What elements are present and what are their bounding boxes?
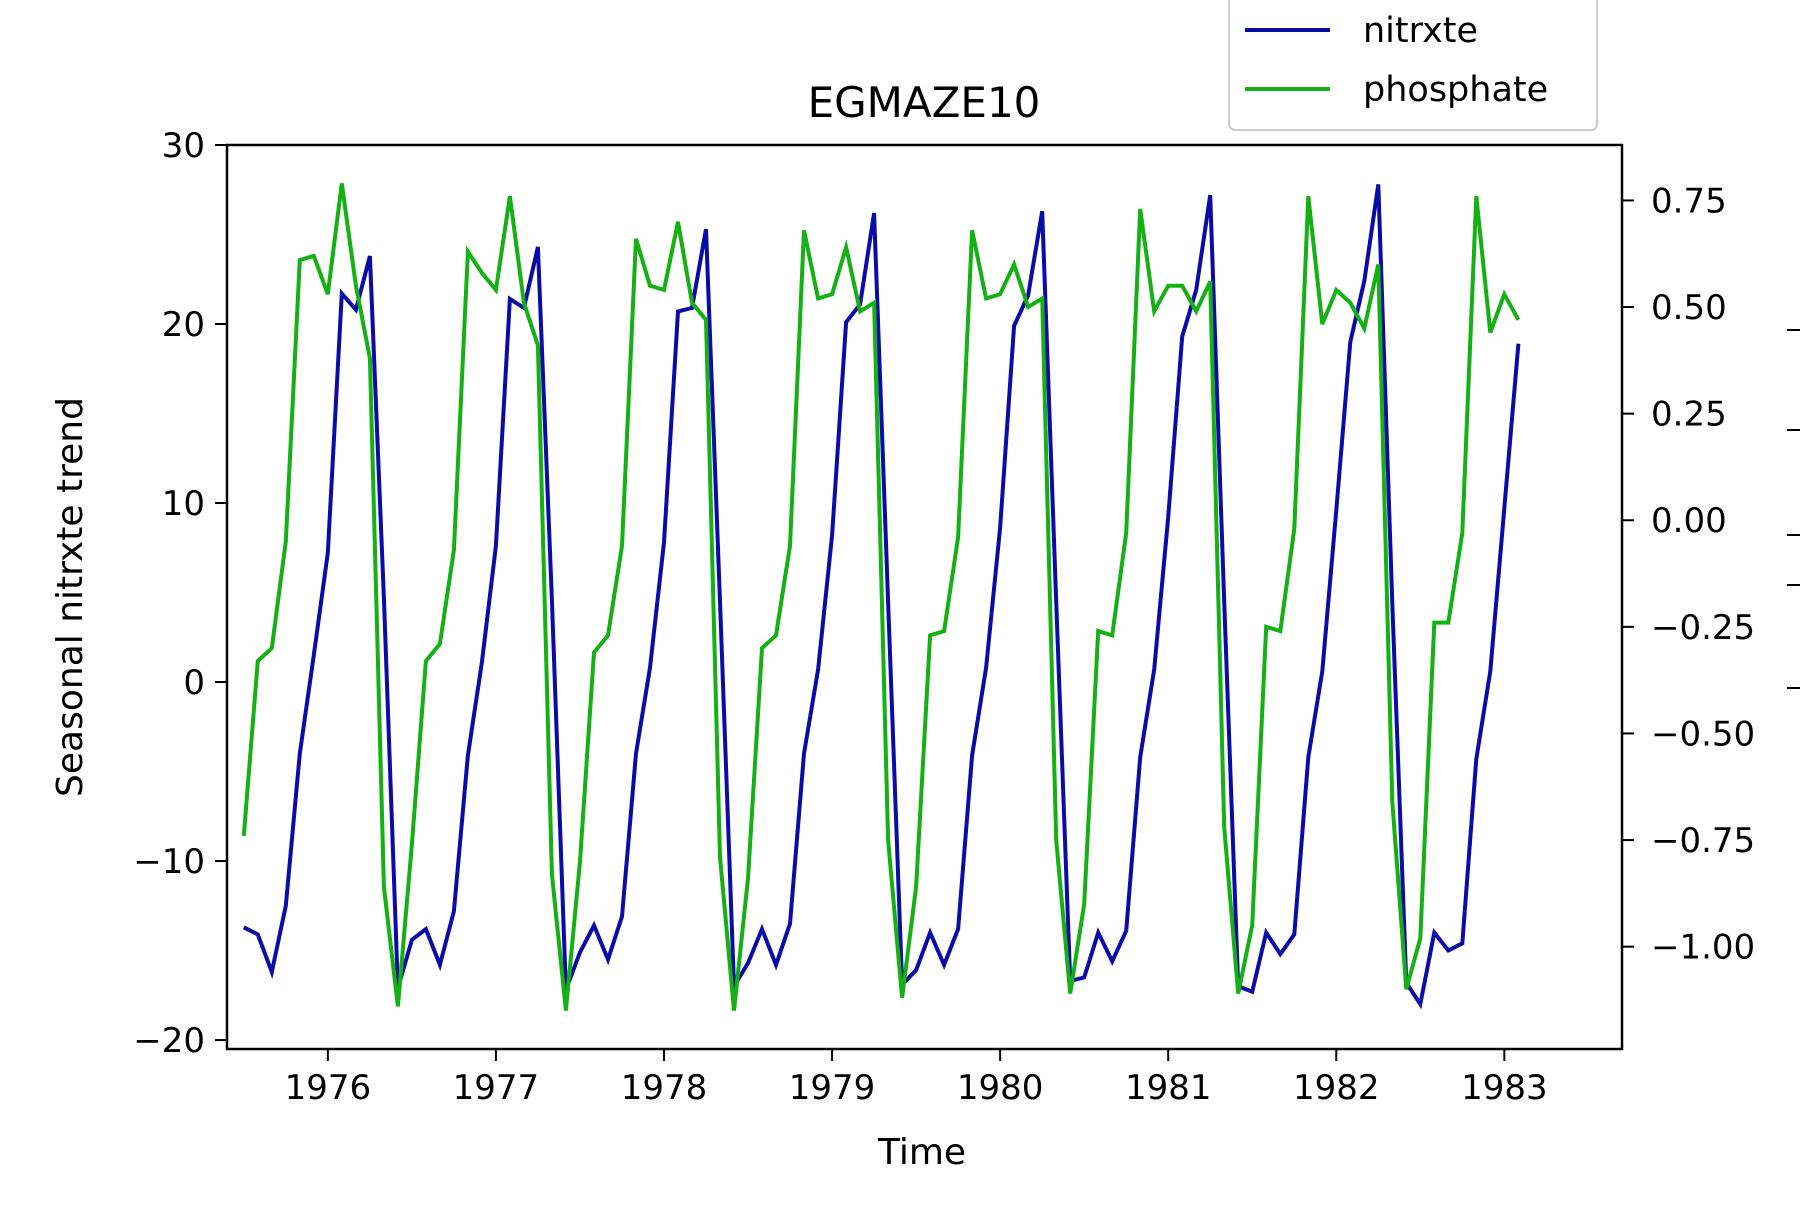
legend-label-nitrxte: nitrxte [1363,11,1478,51]
axes-frame [225,143,1624,1051]
right-tick-label: −0.25 [1651,608,1755,648]
left-axis-ticks: −20 −10 0 10 20 30 [133,126,227,1061]
right-tick-label: 0.75 [1651,181,1727,221]
left-tick-label: 30 [162,126,205,166]
right-tick-label: −0.75 [1651,821,1755,861]
right-tick-label: 0.00 [1651,501,1727,541]
x-tick-label: 1982 [1293,1068,1380,1108]
y-axis-label-left: Seasonal nitrxte trend [50,397,91,797]
x-tick-label: 1979 [789,1068,876,1108]
legend-label-phosphate: phosphate [1363,70,1548,110]
series-line-phosphate [241,183,1521,1011]
legend: nitrxte phosphate [1228,0,1598,131]
offscreen-axis-fragment [1787,329,1800,689]
x-tick-label: 1980 [957,1068,1044,1108]
x-tick-label: 1983 [1461,1068,1548,1108]
series-layer [241,183,1521,1011]
legend-box [1228,0,1598,131]
right-tick-label: 0.25 [1651,395,1727,435]
series-line-nitrxte [242,184,1521,1010]
left-tick-label: 20 [162,305,205,345]
right-tick-label: 0.50 [1651,288,1727,328]
left-tick-label: −10 [133,842,205,882]
right-tick-label: −1.00 [1651,928,1755,968]
chart-title: EGMAZE10 [808,78,1041,127]
x-tick-label: 1978 [621,1068,708,1108]
x-axis-label: Time [877,1132,966,1173]
left-tick-label: −20 [133,1021,205,1061]
left-tick-label: 10 [162,484,205,524]
x-axis-ticks: 1976 1977 1978 1979 1980 1981 1982 1983 [285,1049,1548,1108]
right-tick-label: −0.50 [1651,714,1755,754]
x-tick-label: 1977 [453,1068,540,1108]
x-tick-label: 1981 [1125,1068,1212,1108]
left-tick-label: 0 [183,663,205,703]
right-axis-ticks: −1.00 −0.75 −0.50 −0.25 0.00 0.25 0.50 0.75 [1622,181,1755,968]
x-tick-label: 1976 [285,1068,372,1108]
